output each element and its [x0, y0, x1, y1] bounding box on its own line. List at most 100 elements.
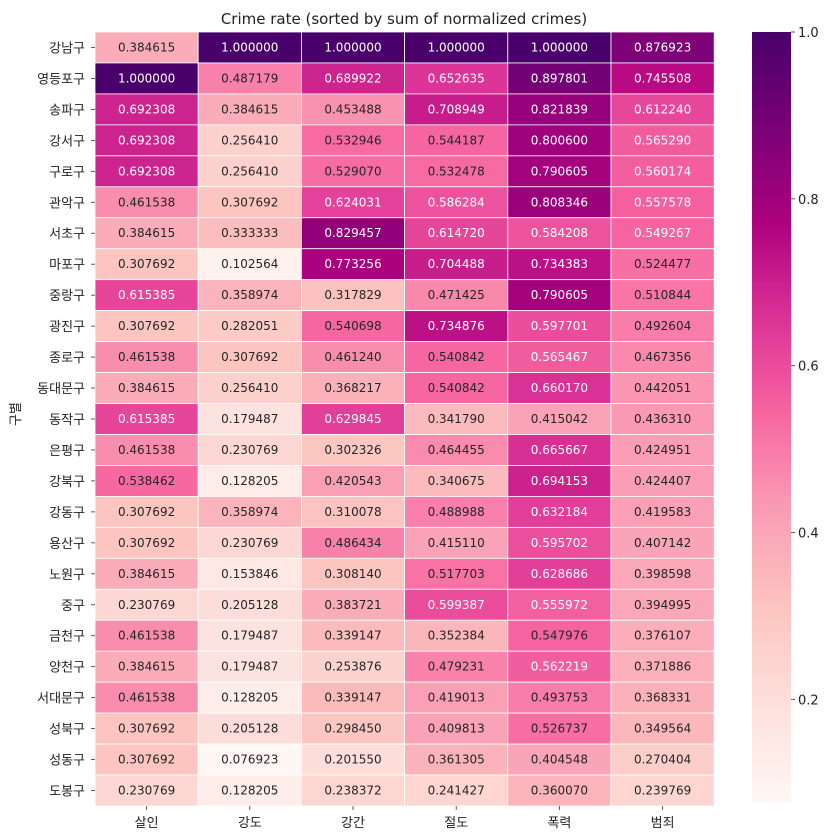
cell-value-label: 0.360070: [531, 784, 588, 798]
heatmap-cell: [610, 774, 715, 807]
x-tick-label: 폭력: [547, 816, 571, 831]
heatmap-cell: [197, 557, 302, 590]
cell-value-label: 0.540842: [428, 381, 485, 395]
cell-value-label: 0.298450: [324, 722, 381, 736]
cell-value-label: 0.442051: [634, 381, 691, 395]
cell-value-label: 0.614720: [428, 226, 485, 240]
heatmap-cell: [404, 124, 509, 157]
heatmap-cell: [610, 186, 715, 219]
heatmap-cell: [610, 681, 715, 714]
cell-value-label: 0.383721: [324, 598, 381, 612]
heatmap-cell: [300, 681, 405, 714]
heatmap-cell: [507, 93, 612, 126]
cell-value-label: 0.524477: [634, 257, 691, 271]
cell-value-label: 0.230769: [221, 443, 278, 457]
heatmap-cell: [610, 619, 715, 652]
cell-value-label: 0.205128: [221, 598, 278, 612]
heatmap-cell: [94, 372, 199, 404]
cell-value-label: 0.415110: [428, 536, 485, 550]
y-tick-label: 용산구: [49, 537, 85, 552]
cell-value-label: 0.461240: [324, 350, 381, 364]
heatmap-cell: [507, 248, 612, 281]
heatmap-cell: [610, 712, 715, 745]
heatmap-cell: [94, 681, 199, 714]
y-tick-label: 금천구: [49, 630, 85, 645]
cell-value-label: 0.734876: [428, 319, 485, 333]
y-tick-label: 구로구: [49, 165, 85, 180]
heatmap-cell: [610, 155, 715, 188]
colorbar-gradient: [752, 32, 791, 802]
cell-value-label: 0.253876: [324, 660, 381, 674]
cell-value-label: 0.532946: [324, 133, 381, 147]
heatmap-cell: [610, 743, 715, 776]
cell-value-label: 0.376107: [634, 629, 691, 643]
heatmap-cell: [610, 217, 715, 250]
heatmap-cell: [197, 62, 302, 95]
heatmap-cell: [300, 31, 405, 64]
y-tick-label: 중랑구: [49, 289, 85, 304]
x-tick-label: 절도: [444, 816, 468, 831]
cell-value-label: 0.201550: [324, 753, 381, 767]
heatmap-cell: [404, 650, 509, 683]
y-tick-label: 중구: [61, 599, 85, 614]
cell-value-label: 0.368331: [634, 691, 691, 705]
cell-value-label: 0.555972: [531, 598, 588, 612]
heatmap-cell: [94, 217, 199, 250]
heatmap-cell: [404, 619, 509, 652]
cell-value-label: 0.549267: [634, 226, 691, 240]
cell-value-label: 0.419013: [428, 691, 485, 705]
y-tick-label: 서초구: [49, 227, 85, 242]
heatmap-cell: [610, 434, 715, 466]
cell-value-label: 0.562219: [531, 660, 588, 674]
cell-value-label: 0.595702: [531, 536, 588, 550]
cell-value-label: 0.230769: [118, 598, 175, 612]
heatmap-cell: [404, 495, 509, 528]
cell-value-label: 0.404548: [531, 753, 588, 767]
heatmap-cell: [197, 93, 302, 126]
heatmap-cell: [507, 588, 612, 621]
x-axis-ticks: 살인 강도 강간 절도 폭력 범죄: [135, 806, 675, 831]
cell-value-label: 0.307692: [118, 722, 175, 736]
cell-value-label: 0.897801: [531, 71, 588, 85]
heatmap-cell: [507, 155, 612, 188]
heatmap-cell: [94, 743, 199, 776]
heatmap-cell: [94, 619, 199, 652]
cell-value-label: 0.239769: [634, 784, 691, 798]
cell-value-label: 0.307692: [118, 536, 175, 550]
cell-value-label: 0.479231: [428, 660, 485, 674]
heatmap-cell: [94, 186, 199, 219]
heatmap-cell: [197, 588, 302, 621]
cell-value-label: 0.773256: [324, 257, 381, 271]
cell-value-label: 0.665667: [531, 443, 588, 457]
cell-value-label: 0.352384: [428, 629, 485, 643]
cell-value-label: 0.340675: [428, 474, 485, 488]
cell-value-label: 0.704488: [428, 257, 485, 271]
heatmap-cell: [94, 650, 199, 683]
heatmap-cell: [404, 681, 509, 714]
heatmap-cell: [404, 465, 509, 497]
heatmap-cell: [507, 279, 612, 312]
heatmap-cell: [610, 341, 715, 373]
y-tick-label: 광진구: [49, 320, 85, 335]
cell-value-label: 0.808346: [531, 195, 588, 209]
cell-value-label: 0.361305: [428, 753, 485, 767]
heatmap-cell: [610, 62, 715, 95]
cell-value-label: 0.632184: [531, 505, 588, 519]
cell-value-label: 0.461538: [118, 443, 175, 457]
heatmap-cell: [404, 93, 509, 126]
heatmap-cell: [507, 124, 612, 157]
heatmap-cell: [197, 526, 302, 559]
cell-value-label: 0.368217: [324, 381, 381, 395]
cell-value-label: 0.790605: [531, 164, 588, 178]
heatmap-cell: [610, 495, 715, 528]
heatmap-cell: [197, 310, 302, 343]
heatmap-cell: [404, 434, 509, 466]
heatmap-cell: [300, 712, 405, 745]
colorbar-tick-label: 0.6: [798, 360, 819, 375]
cell-value-label: 0.547976: [531, 629, 588, 643]
y-tick-label: 은평구: [49, 444, 85, 459]
y-tick-label: 동작구: [49, 413, 85, 428]
x-tick-label: 강간: [341, 816, 365, 831]
heatmap-cell: [507, 774, 612, 807]
heatmap-cell: [404, 248, 509, 281]
